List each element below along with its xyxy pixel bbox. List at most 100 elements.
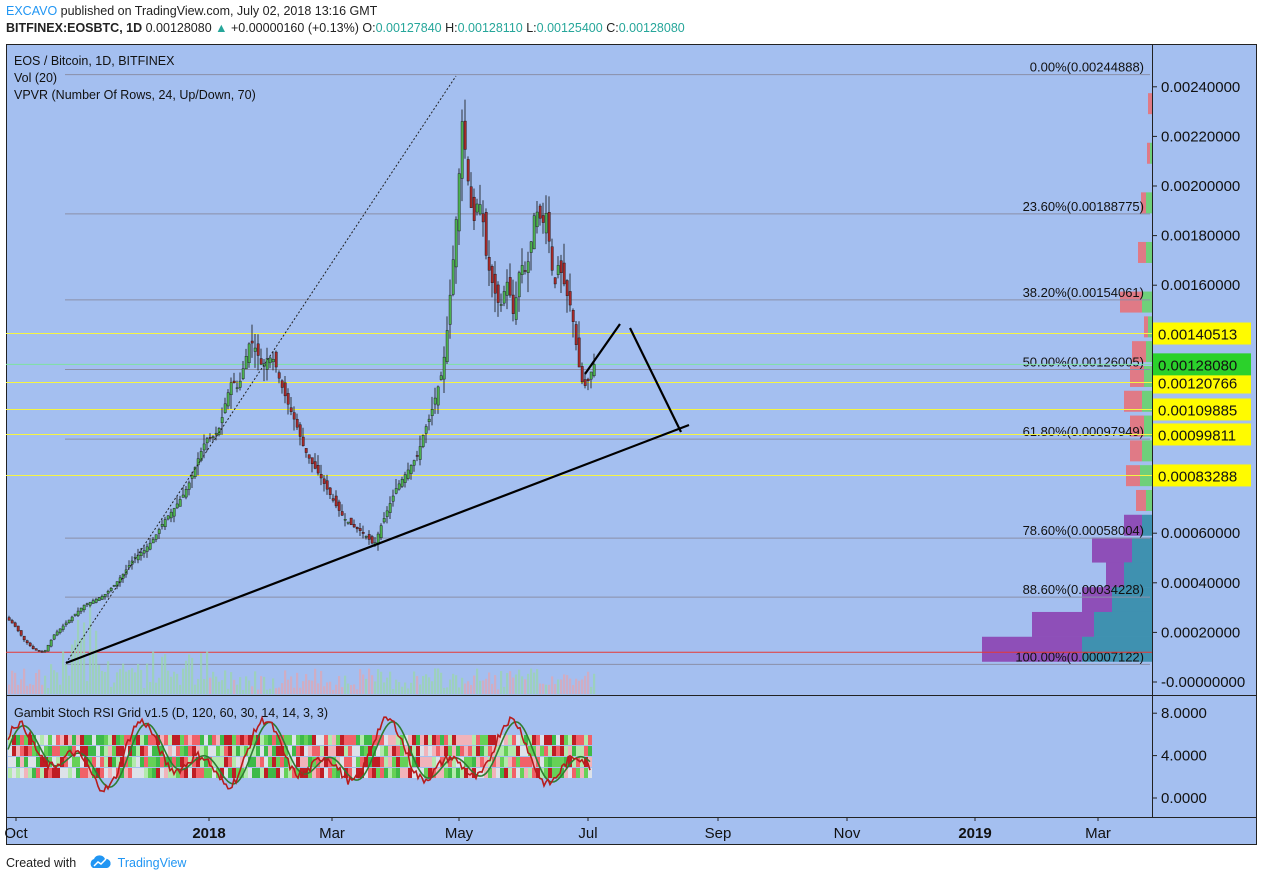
osc-grid-cell: [456, 746, 460, 756]
osc-grid-cell: [60, 757, 64, 767]
candle-body: [547, 212, 551, 242]
osc-grid-cell: [156, 746, 160, 756]
osc-grid-cell: [584, 735, 588, 745]
volume-bar: [155, 682, 158, 694]
volume-bar: [230, 672, 233, 694]
volume-bar: [284, 670, 287, 694]
osc-grid-cell: [52, 735, 56, 745]
osc-grid-cell: [464, 735, 468, 745]
osc-grid-cell: [552, 735, 556, 745]
osc-grid-cell: [148, 735, 152, 745]
volume-bar: [8, 684, 11, 694]
price-axis[interactable]: 0.00240000 0.00220000 0.00200000 0.00180000…: [1153, 79, 1245, 691]
osc-grid-cell: [508, 746, 512, 756]
candle-body: [64, 622, 68, 625]
osc-grid-cell: [96, 757, 100, 767]
author-name[interactable]: EXCAVO: [6, 4, 58, 18]
time-axis[interactable]: Oct 2018 Mar May Jul Sep Nov 2019 Mar: [4, 817, 1111, 842]
candle-body: [493, 273, 497, 294]
osc-grid-cell: [204, 757, 208, 767]
osc-grid-cell: [440, 746, 444, 756]
osc-grid-cell: [12, 735, 16, 745]
candle-body: [385, 510, 389, 517]
volume-bar: [206, 651, 209, 694]
osc-grid-cell: [304, 757, 308, 767]
osc-grid-cell: [184, 757, 188, 767]
symbol: BITFINEX:EOSBTC, 1D: [6, 21, 143, 35]
tradingview-brand-link[interactable]: TradingView: [117, 855, 187, 870]
osc-grid-cell: [564, 768, 568, 778]
osc-grid-cell: [260, 768, 264, 778]
osc-grid-cell: [152, 735, 156, 745]
osc-grid-cell: [16, 757, 20, 767]
candle-body: [229, 382, 233, 396]
osc-grid-cell: [340, 768, 344, 778]
osc-grid-cell: [188, 757, 192, 767]
osc-grid-cell: [476, 757, 480, 767]
osc-grid-cell: [488, 757, 492, 767]
osc-grid-cell: [16, 768, 20, 778]
vpvr-down-bar: [1124, 390, 1142, 412]
volume-bar: [305, 674, 308, 694]
candle-body: [415, 455, 419, 457]
candle-body: [214, 432, 218, 435]
osc-grid-cell: [272, 746, 276, 756]
osc-grid-cell: [220, 757, 224, 767]
osc-grid-cell: [268, 746, 272, 756]
candle-body: [142, 550, 146, 554]
legend-title: EOS / Bitcoin, 1D, BITFINEX: [14, 54, 175, 68]
osc-grid-cell: [292, 757, 296, 767]
osc-grid-cell: [88, 768, 92, 778]
osc-grid-cell: [468, 746, 472, 756]
osc-grid-cell: [192, 768, 196, 778]
candle-body: [112, 585, 116, 587]
osc-grid-cell: [28, 746, 32, 756]
volume-bar: [431, 681, 434, 694]
candle-body: [481, 213, 485, 223]
candle-body: [289, 407, 293, 412]
osc-grid-cell: [248, 735, 252, 745]
volume-bar: [29, 683, 32, 694]
osc-grid-cell: [228, 746, 232, 756]
osc-grid-cell: [460, 746, 464, 756]
candle-body: [382, 518, 386, 523]
osc-grid-cell: [440, 757, 444, 767]
candle-body: [43, 650, 47, 652]
candle-body: [316, 465, 320, 474]
osc-grid-cell: [232, 735, 236, 745]
osc-grid-cell: [296, 768, 300, 778]
candle-body: [544, 213, 548, 234]
volume-bar: [224, 670, 227, 694]
osc-grid-cell: [376, 757, 380, 767]
osc-grid-cell: [64, 735, 68, 745]
price-tag-label: 0.00083288: [1158, 468, 1237, 485]
osc-grid-cell: [76, 768, 80, 778]
osc-grid-cell: [460, 757, 464, 767]
osc-grid-cell: [116, 735, 120, 745]
osc-grid-cell: [296, 735, 300, 745]
osc-grid-cell: [212, 768, 216, 778]
osc-grid-cell: [164, 735, 168, 745]
osc-grid-cell: [220, 746, 224, 756]
candle-body: [457, 173, 461, 232]
osc-grid-cell: [432, 746, 436, 756]
osc-grid-cell: [280, 757, 284, 767]
volume-bar: [380, 671, 383, 694]
footer: Created with TradingView: [6, 855, 186, 872]
volume-bar: [233, 679, 236, 694]
osc-grid-cell: [472, 746, 476, 756]
osc-grid-cell: [56, 735, 60, 745]
candle-body: [346, 521, 350, 524]
osc-grid-cell: [544, 735, 548, 745]
osc-grid-cell: [460, 768, 464, 778]
osc-signal-line: [7, 720, 591, 788]
osc-grid-cell: [588, 735, 592, 745]
osc-grid-cell: [88, 735, 92, 745]
volume-bar: [152, 651, 155, 694]
candle-body: [577, 337, 581, 368]
osc-grid-cell: [96, 746, 100, 756]
candle-body: [274, 351, 278, 368]
volume-bar: [557, 679, 560, 694]
osc-grid-cell: [360, 735, 364, 745]
